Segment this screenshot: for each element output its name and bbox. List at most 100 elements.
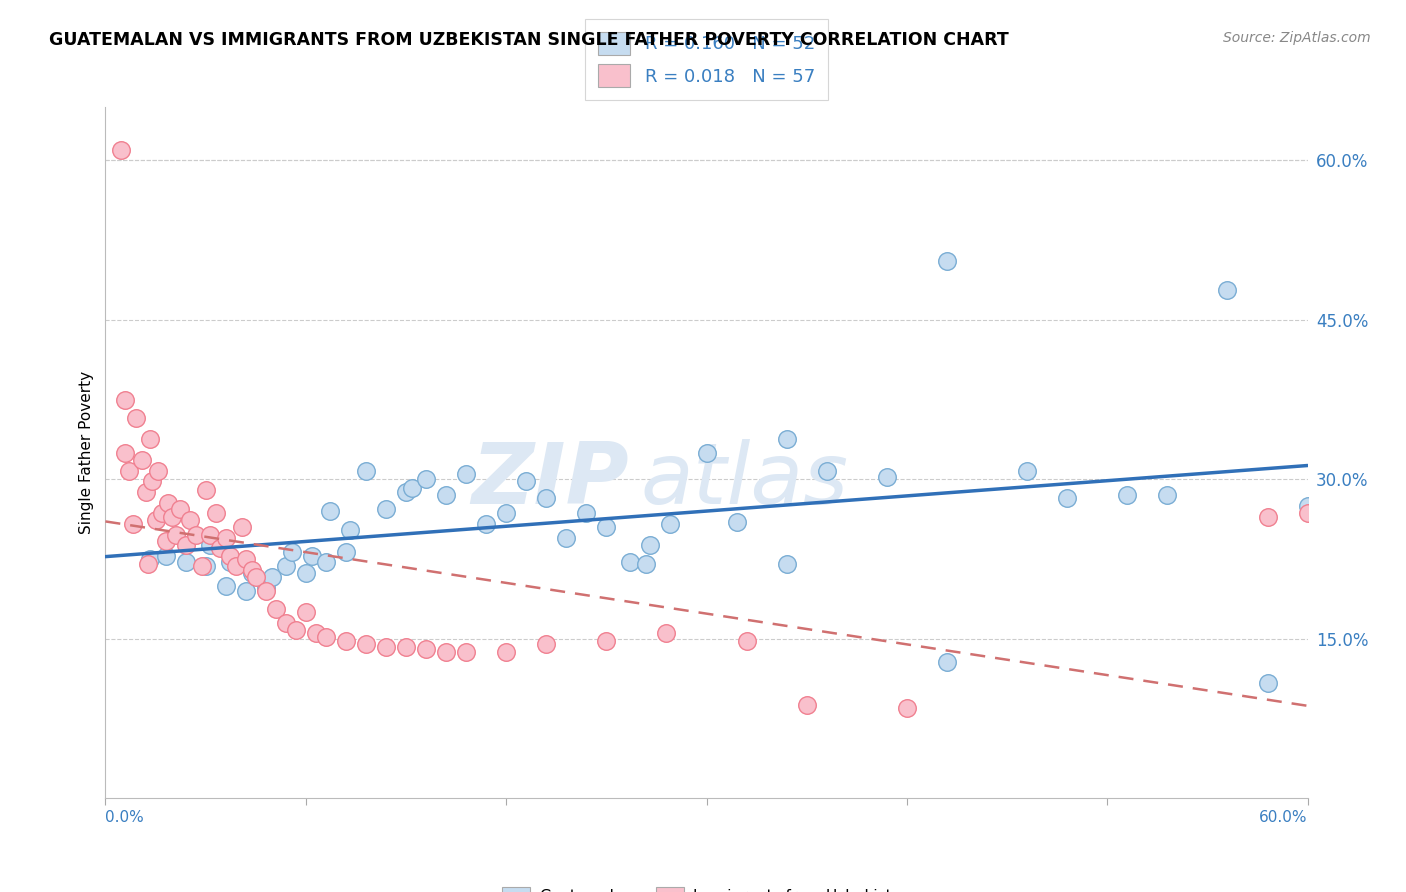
Point: [122, 516, 145, 531]
Point: [454, 644, 477, 658]
Point: [319, 504, 342, 518]
Point: [208, 541, 231, 556]
Point: [335, 634, 357, 648]
Point: [1156, 488, 1178, 502]
Point: [640, 538, 662, 552]
Point: [335, 544, 357, 558]
Point: [315, 555, 337, 569]
Text: 0.0%: 0.0%: [105, 810, 145, 825]
Point: [184, 527, 207, 541]
Text: atlas: atlas: [640, 439, 848, 522]
Point: [240, 563, 263, 577]
Point: [204, 506, 226, 520]
Point: [415, 472, 437, 486]
Point: [136, 558, 159, 572]
Point: [274, 615, 297, 630]
Point: [696, 445, 718, 460]
Point: [796, 698, 818, 712]
Point: [135, 485, 157, 500]
Point: [264, 602, 287, 616]
Point: [374, 502, 398, 516]
Point: [301, 549, 323, 563]
Point: [515, 475, 537, 489]
Point: [160, 509, 183, 524]
Point: [146, 464, 169, 478]
Point: [138, 552, 160, 566]
Point: [936, 254, 959, 268]
Point: [1017, 464, 1039, 478]
Point: [725, 515, 748, 529]
Point: [595, 634, 617, 648]
Point: [240, 566, 263, 580]
Point: [194, 559, 217, 574]
Point: [190, 559, 212, 574]
Point: [434, 644, 457, 658]
Point: [198, 538, 221, 552]
Point: [218, 555, 240, 569]
Point: [231, 520, 253, 534]
Point: [155, 533, 177, 548]
Point: [131, 453, 153, 467]
Point: [114, 392, 136, 407]
Point: [495, 644, 517, 658]
Point: [198, 527, 221, 541]
Point: [235, 552, 257, 566]
Point: [145, 513, 167, 527]
Point: [401, 481, 423, 495]
Point: [454, 467, 477, 481]
Point: [118, 464, 141, 478]
Point: [619, 555, 641, 569]
Point: [245, 570, 267, 584]
Point: [595, 520, 617, 534]
Point: [339, 524, 361, 538]
Point: [534, 637, 557, 651]
Legend: Guatemalans, Immigrants from Uzbekistan: Guatemalans, Immigrants from Uzbekistan: [496, 880, 917, 892]
Point: [655, 626, 678, 640]
Point: [434, 488, 457, 502]
Point: [114, 445, 136, 460]
Text: 60.0%: 60.0%: [1260, 810, 1308, 825]
Point: [415, 642, 437, 657]
Point: [1296, 506, 1319, 520]
Point: [475, 516, 498, 531]
Point: [174, 538, 197, 552]
Point: [165, 527, 187, 541]
Point: [169, 502, 191, 516]
Point: [659, 516, 682, 531]
Point: [254, 581, 277, 595]
Point: [225, 559, 247, 574]
Point: [305, 626, 328, 640]
Point: [495, 506, 517, 520]
Point: [936, 655, 959, 669]
Text: GUATEMALAN VS IMMIGRANTS FROM UZBEKISTAN SINGLE FATHER POVERTY CORRELATION CHART: GUATEMALAN VS IMMIGRANTS FROM UZBEKISTAN…: [49, 31, 1010, 49]
Point: [295, 566, 318, 580]
Point: [1056, 491, 1078, 506]
Point: [214, 579, 236, 593]
Point: [315, 630, 337, 644]
Point: [284, 624, 307, 638]
Point: [274, 559, 297, 574]
Point: [281, 544, 304, 558]
Point: [896, 701, 918, 715]
Point: [138, 432, 160, 446]
Point: [124, 410, 146, 425]
Point: [1257, 509, 1279, 524]
Point: [174, 555, 197, 569]
Point: [534, 491, 557, 506]
Point: [1216, 283, 1239, 297]
Point: [254, 583, 277, 598]
Point: [735, 634, 758, 648]
Point: [110, 143, 132, 157]
Point: [150, 506, 173, 520]
Point: [776, 558, 799, 572]
Point: [815, 464, 838, 478]
Point: [876, 470, 898, 484]
Text: ZIP: ZIP: [471, 439, 628, 522]
Point: [374, 640, 398, 655]
Point: [636, 558, 658, 572]
Point: [1296, 499, 1319, 513]
Point: [156, 496, 179, 510]
Point: [235, 583, 257, 598]
Point: [260, 570, 283, 584]
Point: [354, 464, 377, 478]
